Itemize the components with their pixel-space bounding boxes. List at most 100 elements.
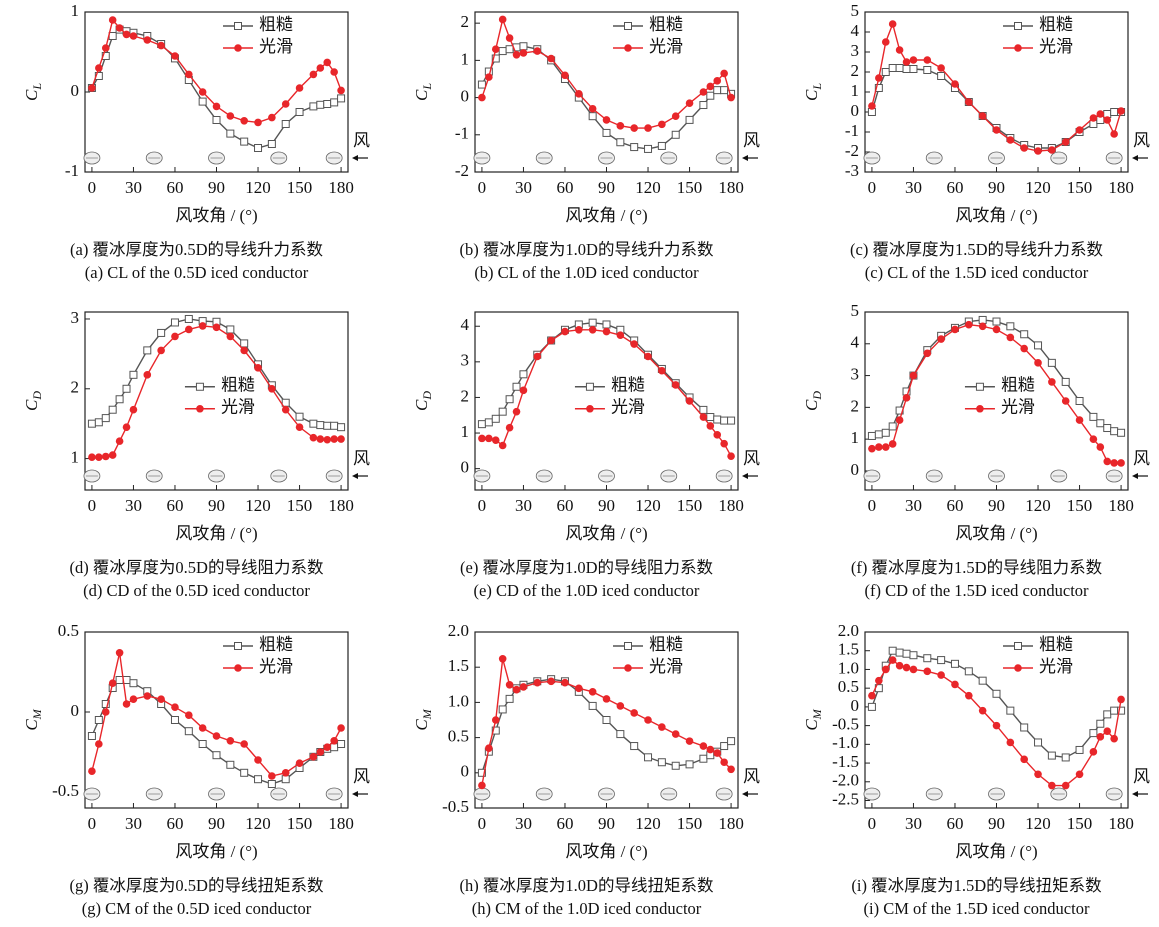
y-axis-label-sub: M — [810, 708, 824, 720]
y-tick-label: -1 — [455, 124, 469, 143]
marker-square — [589, 319, 596, 326]
marker-square — [1035, 739, 1042, 746]
marker-square — [324, 422, 331, 429]
y-tick-label: 1.5 — [838, 640, 859, 659]
marker-square — [589, 113, 596, 120]
y-axis-label: CL — [802, 83, 824, 101]
x-tick-label: 150 — [677, 814, 703, 833]
marker-square — [520, 371, 527, 378]
y-axis-label-sub: D — [420, 391, 434, 401]
y-tick-label: 2 — [461, 386, 470, 405]
wind-label: 风 — [743, 767, 760, 786]
y-axis-label: CD — [802, 391, 824, 411]
marker-square — [728, 417, 735, 424]
y-tick-label: 0.5 — [58, 621, 79, 640]
marker-circle — [713, 77, 721, 85]
marker-circle — [310, 753, 318, 761]
marker-square — [1097, 420, 1104, 427]
marker-square — [672, 131, 679, 138]
marker-square — [617, 731, 624, 738]
marker-circle — [1110, 735, 1118, 743]
wind-arrow-head — [742, 791, 748, 797]
series-line — [872, 68, 1121, 148]
marker-circle — [492, 716, 500, 724]
marker-square — [213, 752, 220, 759]
marker-circle — [965, 321, 973, 329]
x-axis-label: 风攻角 / (°) — [565, 524, 647, 543]
marker-circle — [713, 749, 721, 757]
marker-circle — [672, 112, 680, 120]
y-tick-label: 0.5 — [838, 677, 859, 696]
marker-circle — [171, 703, 179, 711]
marker-square — [255, 145, 262, 152]
marker-square — [1007, 707, 1014, 714]
caption-en: (d) CD of the 0.5D iced conductor — [83, 581, 310, 600]
marker-square — [492, 415, 499, 422]
marker-circle — [1117, 696, 1125, 704]
marker-square — [938, 73, 945, 80]
marker-square — [896, 65, 903, 72]
marker-square — [185, 728, 192, 735]
marker-square — [338, 424, 345, 431]
marker-circle — [727, 765, 735, 773]
x-tick-label: 0 — [478, 814, 487, 833]
marker-square — [199, 98, 206, 105]
marker-square — [130, 680, 137, 687]
legend-label: 粗糙 — [259, 635, 293, 654]
marker-square — [102, 415, 109, 422]
marker-circle — [323, 59, 331, 67]
marker-square — [171, 319, 178, 326]
marker-square — [868, 432, 875, 439]
caption-zh: (g) 覆冰厚度为0.5D的导线扭矩系数 — [70, 876, 324, 895]
marker-circle — [686, 397, 694, 405]
chart-panel: -0.500.50306090120150180CM风攻角 / (°)(g) 覆… — [22, 621, 370, 918]
marker-circle — [882, 443, 890, 451]
marker-square — [686, 761, 693, 768]
marker-square — [485, 419, 492, 426]
marker-square — [938, 657, 945, 664]
x-tick-label: 60 — [556, 814, 573, 833]
x-tick-label: 60 — [166, 496, 183, 515]
marker-circle — [1034, 770, 1042, 778]
marker-circle — [979, 112, 987, 120]
marker-circle — [993, 722, 1001, 730]
caption-zh: (d) 覆冰厚度为0.5D的导线阻力系数 — [70, 558, 324, 577]
x-tick-label: 0 — [478, 496, 487, 515]
marker-circle — [1097, 110, 1105, 118]
x-tick-label: 60 — [166, 178, 183, 197]
x-tick-label: 30 — [515, 496, 532, 515]
marker-circle — [672, 730, 680, 738]
marker-circle — [337, 87, 345, 95]
y-tick-label: 0 — [71, 81, 80, 100]
marker-circle — [1076, 416, 1084, 424]
x-tick-label: 150 — [287, 496, 313, 515]
y-tick-label: 0 — [461, 458, 470, 477]
legend-label: 光滑 — [1039, 37, 1073, 56]
x-tick-label: 150 — [1067, 496, 1093, 515]
marker-circle — [882, 666, 890, 674]
caption-en: (h) CM of the 1.0D iced conductor — [472, 899, 702, 918]
marker-circle — [951, 681, 959, 689]
legend-label: 光滑 — [1039, 657, 1073, 676]
marker-circle — [533, 47, 541, 55]
marker-circle — [868, 102, 876, 110]
y-axis-label-sub: M — [420, 708, 434, 720]
y-axis-label-main: C — [22, 399, 41, 411]
marker-circle — [317, 748, 325, 756]
marker-circle — [993, 126, 1001, 134]
y-axis-label-sub: L — [420, 83, 434, 91]
marker-circle — [492, 45, 500, 53]
marker-circle — [171, 333, 179, 341]
legend-marker — [196, 383, 203, 390]
y-axis-label: CD — [22, 391, 44, 411]
series-line — [92, 30, 341, 148]
marker-square — [721, 743, 728, 750]
marker-square — [1104, 711, 1111, 718]
y-axis-label-main: C — [22, 719, 41, 731]
y-tick-label: 0 — [851, 101, 860, 120]
marker-circle — [547, 677, 555, 685]
marker-circle — [700, 88, 708, 96]
legend-marker — [976, 405, 984, 413]
marker-square — [1111, 428, 1118, 435]
marker-circle — [979, 323, 987, 331]
